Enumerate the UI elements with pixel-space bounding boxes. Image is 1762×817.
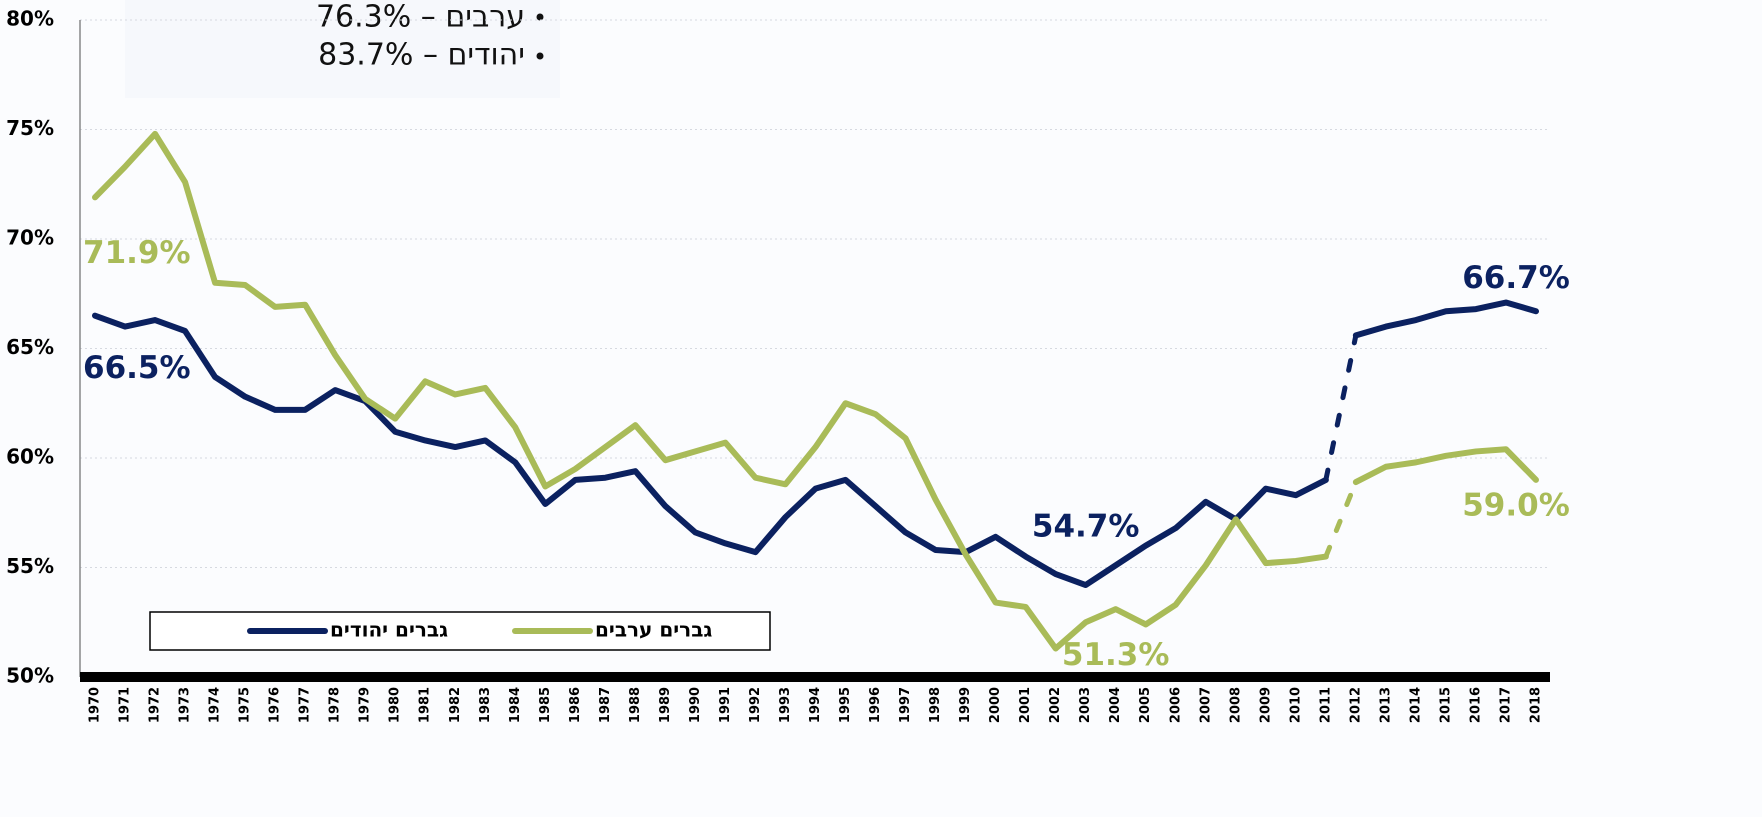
x-tick-label: 2017 bbox=[1498, 687, 1513, 723]
x-tick-label: 2010 bbox=[1288, 687, 1303, 723]
data-label: 51.3% bbox=[1062, 637, 1170, 673]
bullet bbox=[536, 52, 544, 60]
x-tick-label: 1973 bbox=[178, 687, 193, 723]
data-label: 66.5% bbox=[83, 350, 191, 386]
annotation: ערבים – 76.3% bbox=[316, 0, 525, 35]
x-tick-label: 1975 bbox=[238, 687, 253, 723]
x-tick-label: 1974 bbox=[208, 687, 223, 723]
x-tick-label: 2003 bbox=[1078, 687, 1093, 723]
y-tick-label: 70% bbox=[6, 226, 54, 250]
x-tick-label: 2016 bbox=[1468, 687, 1483, 723]
x-axis bbox=[80, 672, 1550, 682]
legend-label: גברים יהודים bbox=[330, 618, 448, 642]
data-label: 71.9% bbox=[83, 235, 191, 271]
legend-label: גברים ערבים bbox=[595, 618, 712, 642]
x-tick-label: 2004 bbox=[1108, 687, 1123, 723]
x-tick-label: 1985 bbox=[538, 687, 553, 723]
x-tick-label: 1980 bbox=[388, 687, 403, 723]
series-line bbox=[1352, 446, 1539, 486]
data-label: 54.7% bbox=[1032, 509, 1140, 545]
series-line bbox=[92, 312, 1329, 589]
x-tick-label: 1987 bbox=[598, 687, 613, 723]
x-tick-label: 1993 bbox=[778, 687, 793, 723]
x-tick-label: 1979 bbox=[358, 687, 373, 723]
y-tick-label: 50% bbox=[6, 664, 54, 688]
x-tick-label: 2001 bbox=[1018, 687, 1033, 723]
x-tick-label: 1994 bbox=[808, 687, 823, 723]
x-tick-label: 2012 bbox=[1348, 687, 1363, 723]
series-connector bbox=[1323, 332, 1359, 483]
x-tick-label: 2018 bbox=[1529, 687, 1544, 723]
x-tick-label: 1978 bbox=[328, 687, 343, 723]
x-tick-label: 1990 bbox=[688, 687, 703, 723]
y-tick-label: 60% bbox=[6, 445, 54, 469]
y-tick-label: 75% bbox=[6, 116, 54, 140]
x-tick-label: 1976 bbox=[268, 687, 283, 723]
x-tick-label: 1988 bbox=[628, 687, 643, 723]
data-label: 66.7% bbox=[1462, 260, 1570, 296]
x-tick-label: 1996 bbox=[868, 687, 883, 723]
x-tick-label: 2006 bbox=[1168, 687, 1183, 723]
x-tick-label: 1971 bbox=[118, 687, 133, 723]
x-tick-label: 2014 bbox=[1408, 687, 1423, 723]
series-line bbox=[1352, 299, 1539, 339]
x-tick-label: 1977 bbox=[298, 687, 313, 723]
x-tick-label: 2011 bbox=[1318, 687, 1333, 723]
x-tick-label: 2013 bbox=[1378, 687, 1393, 723]
x-tick-label: 1982 bbox=[448, 687, 463, 723]
x-tick-label: 1981 bbox=[418, 687, 433, 723]
x-tick-label: 1998 bbox=[928, 687, 943, 723]
bullet bbox=[536, 13, 544, 21]
series-line bbox=[92, 130, 1329, 652]
y-tick-label: 55% bbox=[6, 554, 54, 578]
x-tick-label: 1984 bbox=[508, 687, 523, 723]
x-tick-label: 2000 bbox=[988, 687, 1003, 723]
y-tick-label: 65% bbox=[6, 335, 54, 359]
x-tick-label: 2007 bbox=[1198, 687, 1213, 723]
annotation: יהודים – 83.7% bbox=[318, 38, 525, 73]
x-tick-label: 2002 bbox=[1048, 687, 1063, 723]
x-tick-label: 1995 bbox=[838, 687, 853, 723]
x-tick-label: 1972 bbox=[148, 687, 163, 723]
data-label: 59.0% bbox=[1462, 487, 1570, 523]
x-tick-label: 1992 bbox=[748, 687, 763, 723]
series-connector bbox=[1323, 479, 1359, 560]
x-tick-label: 1970 bbox=[88, 687, 103, 723]
x-tick-label: 2008 bbox=[1228, 687, 1243, 723]
x-tick-label: 2009 bbox=[1258, 687, 1273, 723]
x-tick-label: 1986 bbox=[568, 687, 583, 723]
x-tick-label: 1997 bbox=[898, 687, 913, 723]
x-tick-label: 1991 bbox=[718, 687, 733, 723]
x-tick-label: 2005 bbox=[1138, 687, 1153, 723]
x-tick-label: 1983 bbox=[478, 687, 493, 723]
y-tick-label: 80% bbox=[6, 7, 54, 31]
x-tick-label: 1989 bbox=[658, 687, 673, 723]
x-tick-label: 2015 bbox=[1438, 687, 1453, 723]
x-tick-label: 1999 bbox=[958, 687, 973, 723]
annotation-box bbox=[125, 0, 560, 98]
